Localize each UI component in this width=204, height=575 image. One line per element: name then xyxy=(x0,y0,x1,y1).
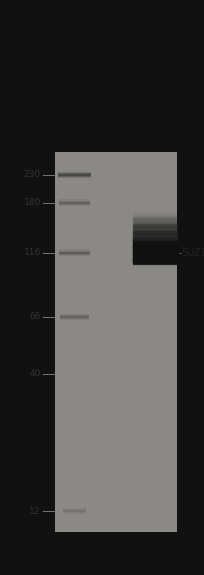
Bar xyxy=(94,152,133,532)
Text: 12: 12 xyxy=(29,507,41,516)
Bar xyxy=(55,152,94,532)
Text: 116: 116 xyxy=(23,248,41,257)
Text: 40: 40 xyxy=(29,370,41,378)
Text: 230: 230 xyxy=(24,170,41,179)
Bar xyxy=(133,152,177,532)
Text: SUZ12: SUZ12 xyxy=(182,248,204,258)
Text: 66: 66 xyxy=(29,312,41,321)
Text: 180: 180 xyxy=(23,198,41,207)
